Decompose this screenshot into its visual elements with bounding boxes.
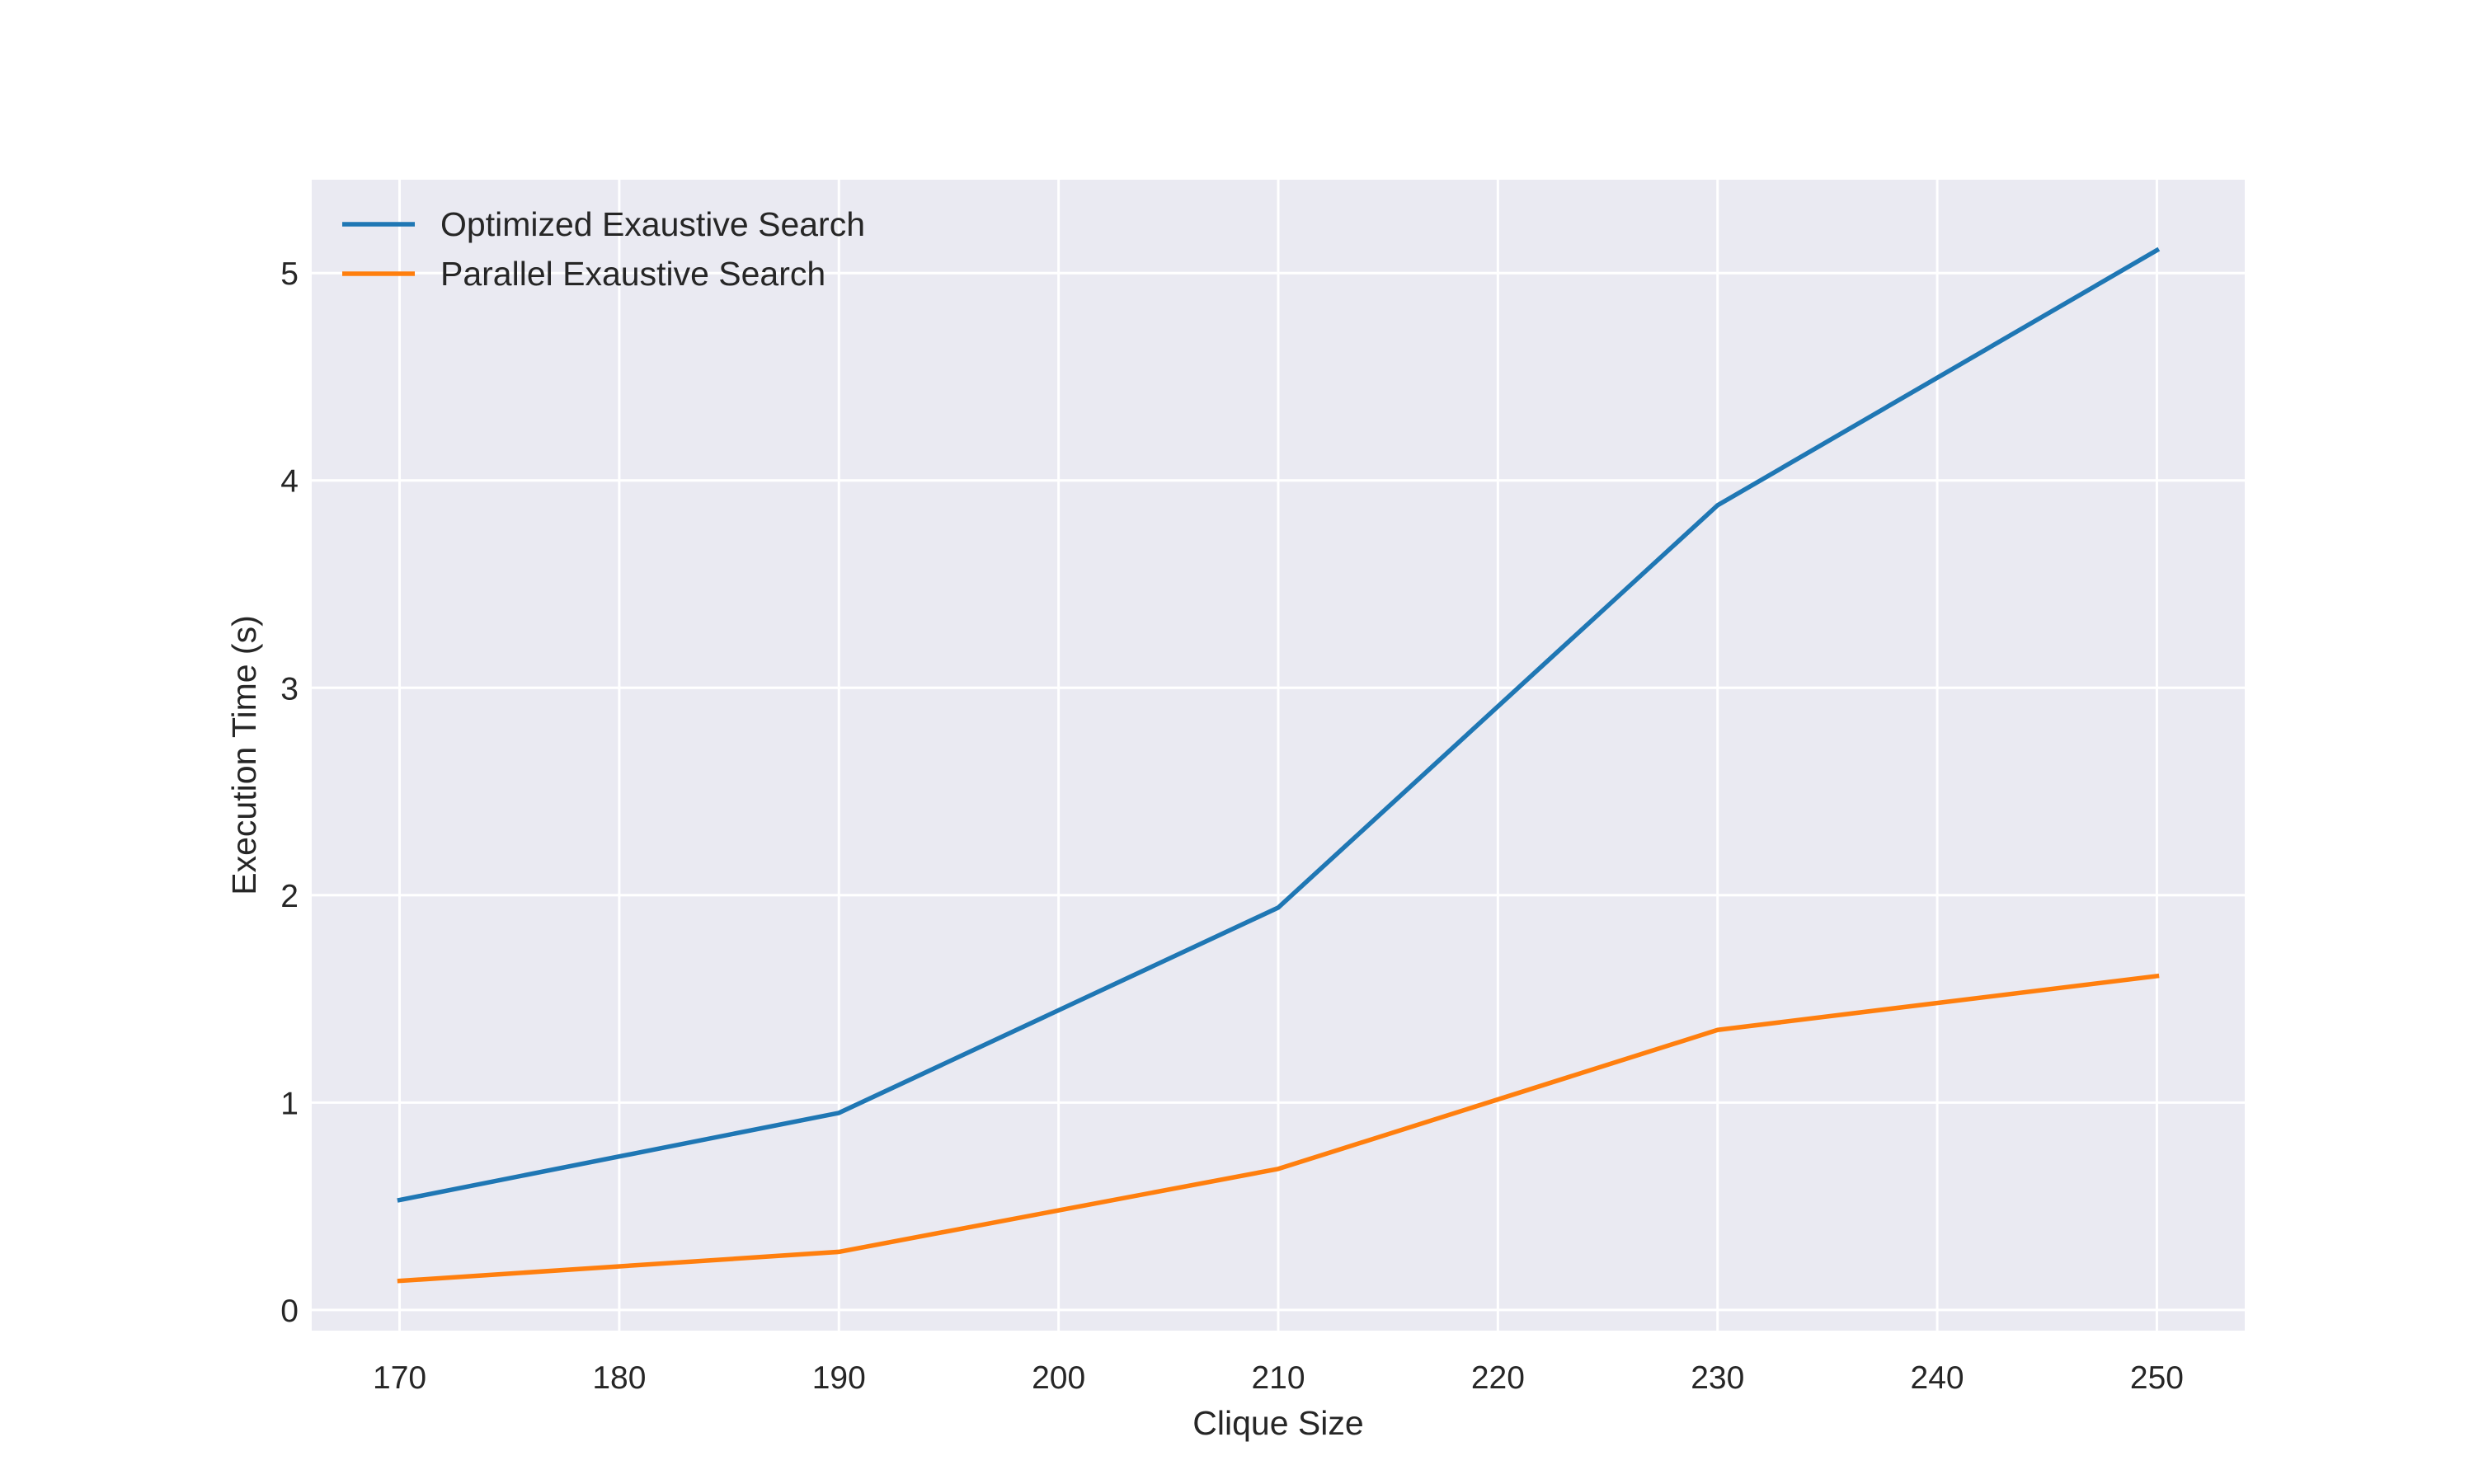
x-tick-label: 230 — [1691, 1360, 1744, 1396]
legend-label: Parallel Exaustive Search — [440, 255, 825, 293]
y-tick-label: 2 — [280, 879, 299, 914]
series-lines — [397, 247, 2161, 1284]
y-tick-label: 4 — [280, 464, 299, 500]
y-tick-labels: 0 1 2 3 4 5 — [280, 256, 299, 1329]
y-tick-label: 5 — [280, 256, 299, 292]
series-line-2 — [397, 973, 2160, 1284]
x-tick-label: 180 — [592, 1360, 646, 1396]
legend-label: Optimized Exaustive Search — [440, 205, 865, 243]
grid-lines — [312, 180, 2245, 1331]
x-tick-label: 250 — [2130, 1360, 2184, 1396]
x-tick-label: 200 — [1032, 1360, 1085, 1396]
series-line-1 — [397, 247, 2161, 1203]
x-tick-label: 240 — [1911, 1360, 1964, 1396]
y-tick-label: 0 — [280, 1294, 299, 1329]
y-tick-label: 3 — [280, 671, 299, 707]
y-tick-label: 1 — [280, 1086, 299, 1121]
x-tick-label: 220 — [1471, 1360, 1525, 1396]
y-axis-label: Execution Time (s) — [225, 615, 263, 895]
x-tick-label: 210 — [1251, 1360, 1305, 1396]
x-tick-label: 190 — [812, 1360, 866, 1396]
x-tick-labels: 170 180 190 200 210 220 230 240 250 — [373, 1360, 2184, 1396]
x-tick-label: 170 — [373, 1360, 426, 1396]
legend: Optimized Exaustive Search Parallel Exaus… — [342, 205, 865, 293]
x-axis-label: Clique Size — [1192, 1404, 1363, 1442]
